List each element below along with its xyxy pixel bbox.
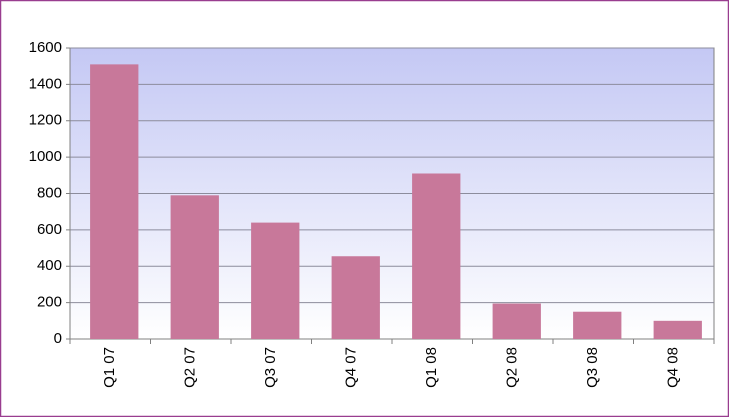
bar (90, 64, 139, 340)
y-tick-label: 800 (37, 184, 62, 201)
bar (331, 256, 380, 339)
x-tick-label: Q4 08 (665, 347, 682, 388)
bar (492, 303, 541, 339)
y-tick-label: 600 (37, 221, 62, 238)
x-tick-label: Q1 07 (101, 347, 118, 388)
y-tick-label: 1400 (29, 75, 62, 92)
y-tick-label: 0 (54, 330, 62, 347)
y-tick-label: 400 (37, 257, 62, 274)
x-tick-label: Q4 07 (343, 347, 360, 388)
x-tick-label: Q3 08 (584, 347, 601, 388)
y-tick-label: 1000 (29, 148, 62, 165)
y-tick-label: 1200 (29, 112, 62, 129)
x-tick-label: Q2 08 (504, 347, 521, 388)
bar (573, 311, 622, 339)
y-tick-label: 200 (37, 294, 62, 311)
bar (653, 320, 702, 339)
bar (412, 173, 461, 339)
x-tick-label: Q1 08 (423, 347, 440, 388)
x-tick-label: Q3 07 (262, 347, 279, 388)
y-tick-label: 1600 (29, 39, 62, 56)
bar (251, 222, 300, 339)
x-tick-label: Q2 07 (182, 347, 199, 388)
bar (170, 195, 219, 339)
